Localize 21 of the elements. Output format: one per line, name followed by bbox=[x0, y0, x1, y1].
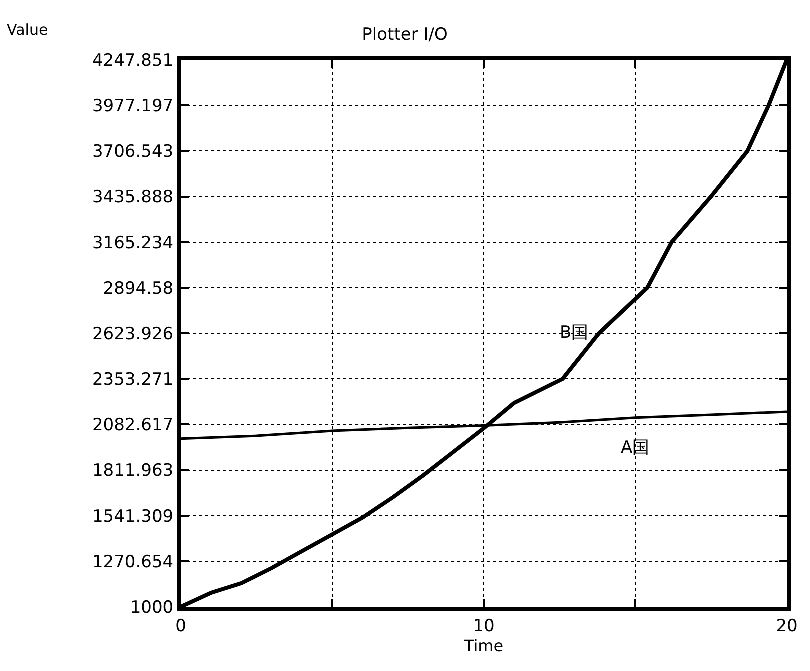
y-tick-label: 2082.617 bbox=[92, 416, 174, 436]
y-tick-label: 3977.197 bbox=[92, 96, 174, 117]
x-tick-label: 0 bbox=[176, 616, 186, 636]
x-axis-title: Time bbox=[463, 636, 504, 656]
x-tick-label: 10 bbox=[473, 616, 495, 636]
chart-title: Plotter I/O bbox=[362, 25, 448, 45]
y-tick-label: 2623.926 bbox=[92, 324, 174, 344]
y-tick-label: 3435.888 bbox=[92, 188, 174, 208]
series-label: A国 bbox=[621, 438, 650, 458]
y-tick-label: 3706.543 bbox=[92, 142, 174, 162]
y-tick-label: 1541.309 bbox=[92, 506, 174, 527]
y-tick-label: 2894.58 bbox=[103, 278, 174, 299]
y-axis-title: Value bbox=[7, 21, 48, 39]
y-tick-label: 4247.851 bbox=[92, 50, 174, 71]
y-tick-label: 2353.271 bbox=[92, 370, 174, 390]
series-label: B国 bbox=[560, 323, 589, 343]
x-tick-label: 20 bbox=[776, 616, 798, 636]
y-tick-label: 1811.963 bbox=[92, 461, 174, 482]
y-tick-label: 3165.234 bbox=[92, 233, 174, 254]
y-tick-label: 1270.654 bbox=[92, 552, 174, 572]
y-tick-label: 1000 bbox=[130, 598, 174, 618]
